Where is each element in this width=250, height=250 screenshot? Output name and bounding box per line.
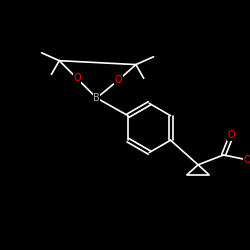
Text: O: O	[228, 130, 235, 140]
Text: O: O	[243, 155, 250, 165]
Text: B: B	[93, 93, 100, 103]
Text: O: O	[114, 75, 122, 85]
Text: O: O	[73, 73, 81, 83]
